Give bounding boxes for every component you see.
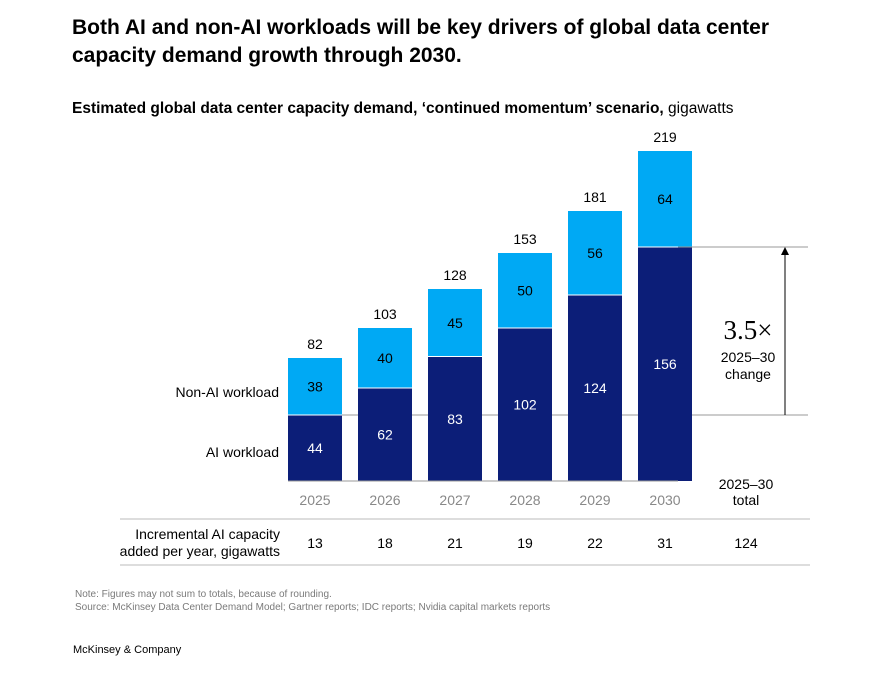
bar-ai-2030 xyxy=(638,247,692,481)
subtitle-unit: gigawatts xyxy=(668,100,734,117)
bar-non-ai-2025 xyxy=(288,358,342,415)
incremental-2028: 19 xyxy=(517,535,533,551)
change-multiplier: 3.5× xyxy=(724,315,773,345)
change-label-1: 2025–30 xyxy=(721,349,776,365)
x-tick-2027: 2027 xyxy=(439,492,470,508)
chart-title: Both AI and non-AI workloads will be key… xyxy=(72,16,770,67)
change-label-2: change xyxy=(725,366,771,382)
x-tick-2028: 2028 xyxy=(509,492,540,508)
note-line: Note: Figures may not sum to totals, bec… xyxy=(75,589,332,600)
chart-notes: Note: Figures may not sum to totals, bec… xyxy=(75,588,550,614)
label-total-2025: 82 xyxy=(307,336,323,352)
label-ai-2029: 124 xyxy=(583,380,607,396)
label-total-2029: 181 xyxy=(583,189,607,205)
x-tick-2025: 2025 xyxy=(299,492,330,508)
bar-ai-2029 xyxy=(568,295,622,481)
label-ai-2025: 44 xyxy=(307,440,323,456)
subtitle-main: Estimated global data center capacity de… xyxy=(72,100,664,117)
incremental-2025: 13 xyxy=(307,535,323,551)
label-ai-2028: 102 xyxy=(513,397,537,413)
bar-non-ai-2026 xyxy=(358,328,412,388)
source-line: Source: McKinsey Data Center Demand Mode… xyxy=(75,602,551,613)
bar-ai-2025 xyxy=(288,415,342,481)
bar-ai-2028 xyxy=(498,328,552,481)
label-non-ai-2025: 38 xyxy=(307,379,323,395)
label-total-2030: 219 xyxy=(653,129,677,145)
label-ai-2026: 62 xyxy=(377,427,393,443)
label-total-2026: 103 xyxy=(373,306,397,322)
label-non-ai-2029: 56 xyxy=(587,245,603,261)
incremental-2027: 21 xyxy=(447,535,463,551)
bar-ai-2027 xyxy=(428,356,482,481)
incremental-2030: 31 xyxy=(657,535,673,551)
label-ai-2027: 83 xyxy=(447,411,463,427)
label-non-ai-2028: 50 xyxy=(517,283,533,299)
label-total-2027: 128 xyxy=(443,267,467,283)
brand-name: McKinsey & Company xyxy=(73,644,182,656)
incremental-2029: 22 xyxy=(587,535,603,551)
label-total-2028: 153 xyxy=(513,231,537,247)
legend-non-ai: Non-AI workload xyxy=(176,384,280,400)
bar-non-ai-2027 xyxy=(428,289,482,357)
label-non-ai-2027: 45 xyxy=(447,315,463,331)
legend-ai: AI workload xyxy=(206,444,279,460)
x-tick-2029: 2029 xyxy=(579,492,610,508)
label-ai-2030: 156 xyxy=(653,356,677,372)
label-non-ai-2030: 64 xyxy=(657,191,673,207)
incremental-2026: 18 xyxy=(377,535,393,551)
incremental-total: 124 xyxy=(734,535,758,551)
total-header-1: 2025–30 xyxy=(719,476,774,492)
bar-non-ai-2028 xyxy=(498,253,552,328)
label-non-ai-2026: 40 xyxy=(377,350,393,366)
incremental-label-2: added per year, gigawatts xyxy=(120,543,280,559)
x-tick-2030: 2030 xyxy=(649,492,680,508)
change-arrow-head xyxy=(781,247,789,255)
x-tick-2026: 2026 xyxy=(369,492,400,508)
total-header-2: total xyxy=(733,492,759,508)
bar-non-ai-2030 xyxy=(638,151,692,247)
bar-non-ai-2029 xyxy=(568,211,622,295)
incremental-label-1: Incremental AI capacity xyxy=(135,526,280,542)
chart-subtitle: Estimated global data center capacity de… xyxy=(72,100,734,118)
bar-ai-2026 xyxy=(358,388,412,481)
